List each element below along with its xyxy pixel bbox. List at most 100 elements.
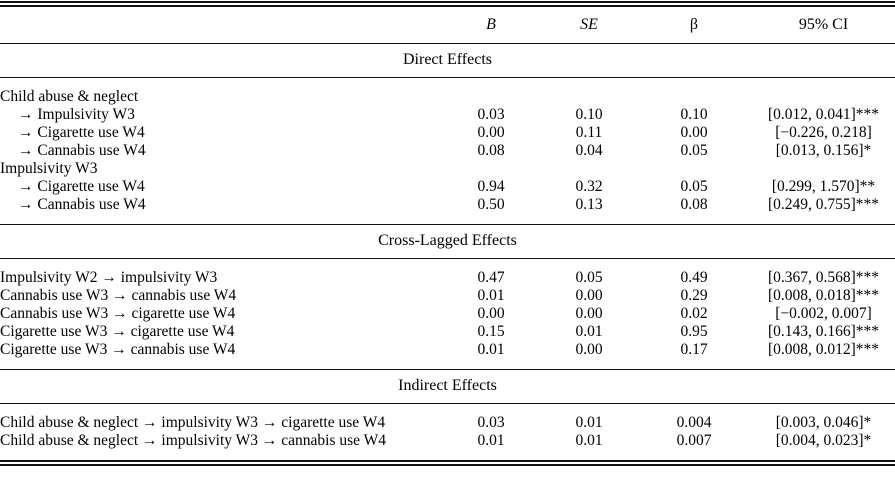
ci-value: [0.367, 0.568]*** [767,269,880,286]
b-value: 0.01 [477,432,505,449]
se-value: 0.05 [575,269,603,286]
beta-value: 0.49 [680,269,708,286]
se-value: 0.10 [575,106,603,123]
se-value: 0.01 [575,323,603,340]
se-value: 0.04 [575,142,603,159]
column-header-row: B SE β 95% CI [0,7,895,44]
col-header-se: SE [542,7,636,44]
section-title: Indirect Effects [0,369,895,404]
top-double-rule [0,1,895,7]
beta-value: 0.17 [680,341,708,358]
b-value: 0.01 [477,287,505,304]
ci-value: [0.012, 0.041]*** [767,106,880,123]
b-value: 0.50 [477,196,505,213]
beta-value: 0.02 [680,305,708,322]
table-row: Cigarette use W3 → cannabis use W4 0.01 0.… [0,341,895,370]
bottom-double-rule [0,460,895,466]
row-label: → Impulsivity W3 [18,106,135,123]
ci-value: [−0.002, 0.007] [775,305,872,322]
beta-value: 0.05 [680,178,708,195]
row-label: Child abuse & neglect → impulsivity W3 →… [0,414,386,431]
row-label: Child abuse & neglect [0,88,139,105]
table-body: Direct Effects Child abuse & neglect → Imp… [0,43,895,461]
col-header-ci: 95% CI [752,7,895,44]
b-value: 0.15 [477,323,505,340]
b-value: 0.03 [477,106,505,123]
section-header-row: Indirect Effects [0,369,895,404]
b-value: 0.94 [477,178,505,195]
b-value [440,78,542,107]
ci-value: [−0.226, 0.218] [775,124,872,141]
beta-value [636,160,752,178]
se-value: 0.00 [575,287,603,304]
b-value: 0.00 [477,305,505,322]
ci-value: [0.299, 1.570]** [771,178,876,195]
section-header-row: Cross-Lagged Effects [0,224,895,259]
row-label: Cannabis use W3 → cigarette use W4 [0,305,236,322]
table-row: Cannabis use W3 → cannabis use W4 0.01 0.0… [0,287,895,305]
table-row: → Cannabis use W4 0.08 0.04 0.05 [0.013, 0.1… [0,142,895,160]
beta-value: 0.007 [676,432,712,449]
ci-value: [0.143, 0.166]*** [767,323,880,340]
row-label: Child abuse & neglect → impulsivity W3 →… [0,432,387,449]
table-row: → Cigarette use W4 0.94 0.32 0.05 [0.299, 1.… [0,178,895,196]
beta-value: 0.00 [680,124,708,141]
section-title: Direct Effects [0,43,895,78]
ci-value: [0.013, 0.156]* [775,142,872,159]
table-row: Impulsivity W2 → impulsivity W3 0.47 0.05 0… [0,259,895,288]
beta-value: 0.10 [680,106,708,123]
ci-value: [0.003, 0.046]* [775,414,872,431]
ci-value: [0.249, 0.755]*** [767,196,880,213]
b-value: 0.01 [477,341,505,358]
table-row: → Cigarette use W4 0.00 0.11 0.00 [−0.226, 0… [0,124,895,142]
b-value: 0.03 [477,414,505,431]
se-value: 0.01 [575,414,603,431]
se-value [542,160,636,178]
table-row: Cannabis use W3 → cigarette use W4 0.00 0.… [0,305,895,323]
se-value: 0.00 [575,341,603,358]
col-header-label [0,7,440,44]
table-row: Impulsivity W3 [0,160,895,178]
section-header-row: Direct Effects [0,43,895,78]
ci-value: [0.008, 0.018]*** [767,287,880,304]
table-row: Cigarette use W3 → cigarette use W4 0.15 0… [0,323,895,341]
ci-value: [0.008, 0.012]*** [767,341,880,358]
beta-value: 0.95 [680,323,708,340]
table-row: → Impulsivity W3 0.03 0.10 0.10 [0.012, 0.04… [0,106,895,124]
se-value: 0.00 [575,305,603,322]
b-value [440,160,542,178]
row-label: Impulsivity W3 [0,160,98,177]
beta-value: 0.29 [680,287,708,304]
row-label: Impulsivity W2 → impulsivity W3 [0,269,218,286]
ci-value: [0.004, 0.023]* [775,432,872,449]
beta-value: 0.004 [676,414,712,431]
row-label: → Cigarette use W4 [18,124,145,141]
effects-table: B SE β 95% CI Direct Effects Child abuse … [0,7,895,460]
row-label: → Cigarette use W4 [18,178,145,195]
col-header-b: B [440,7,542,44]
se-value: 0.13 [575,196,603,213]
section-title: Cross-Lagged Effects [0,224,895,259]
se-value: 0.32 [575,178,603,195]
row-label: → Cannabis use W4 [18,196,146,213]
beta-value: 0.05 [680,142,708,159]
table-row: Child abuse & neglect [0,78,895,107]
table-row: Child abuse & neglect → impulsivity W3 →… [0,432,895,460]
se-value: 0.11 [575,124,603,141]
beta-value: 0.08 [680,196,708,213]
row-label: Cigarette use W3 → cigarette use W4 [0,323,235,340]
col-header-beta: β [636,7,752,44]
se-value: 0.01 [575,432,603,449]
table-row: → Cannabis use W4 0.50 0.13 0.08 [0.249, 0.7… [0,196,895,225]
beta-value [636,78,752,107]
table-row: Child abuse & neglect → impulsivity W3 →… [0,404,895,433]
row-label: Cigarette use W3 → cannabis use W4 [0,341,236,358]
se-value [542,78,636,107]
b-value: 0.08 [477,142,505,159]
b-value: 0.47 [477,269,505,286]
ci-value [752,160,895,178]
row-label: Cannabis use W3 → cannabis use W4 [0,287,237,304]
b-value: 0.00 [477,124,505,141]
ci-value [752,78,895,107]
